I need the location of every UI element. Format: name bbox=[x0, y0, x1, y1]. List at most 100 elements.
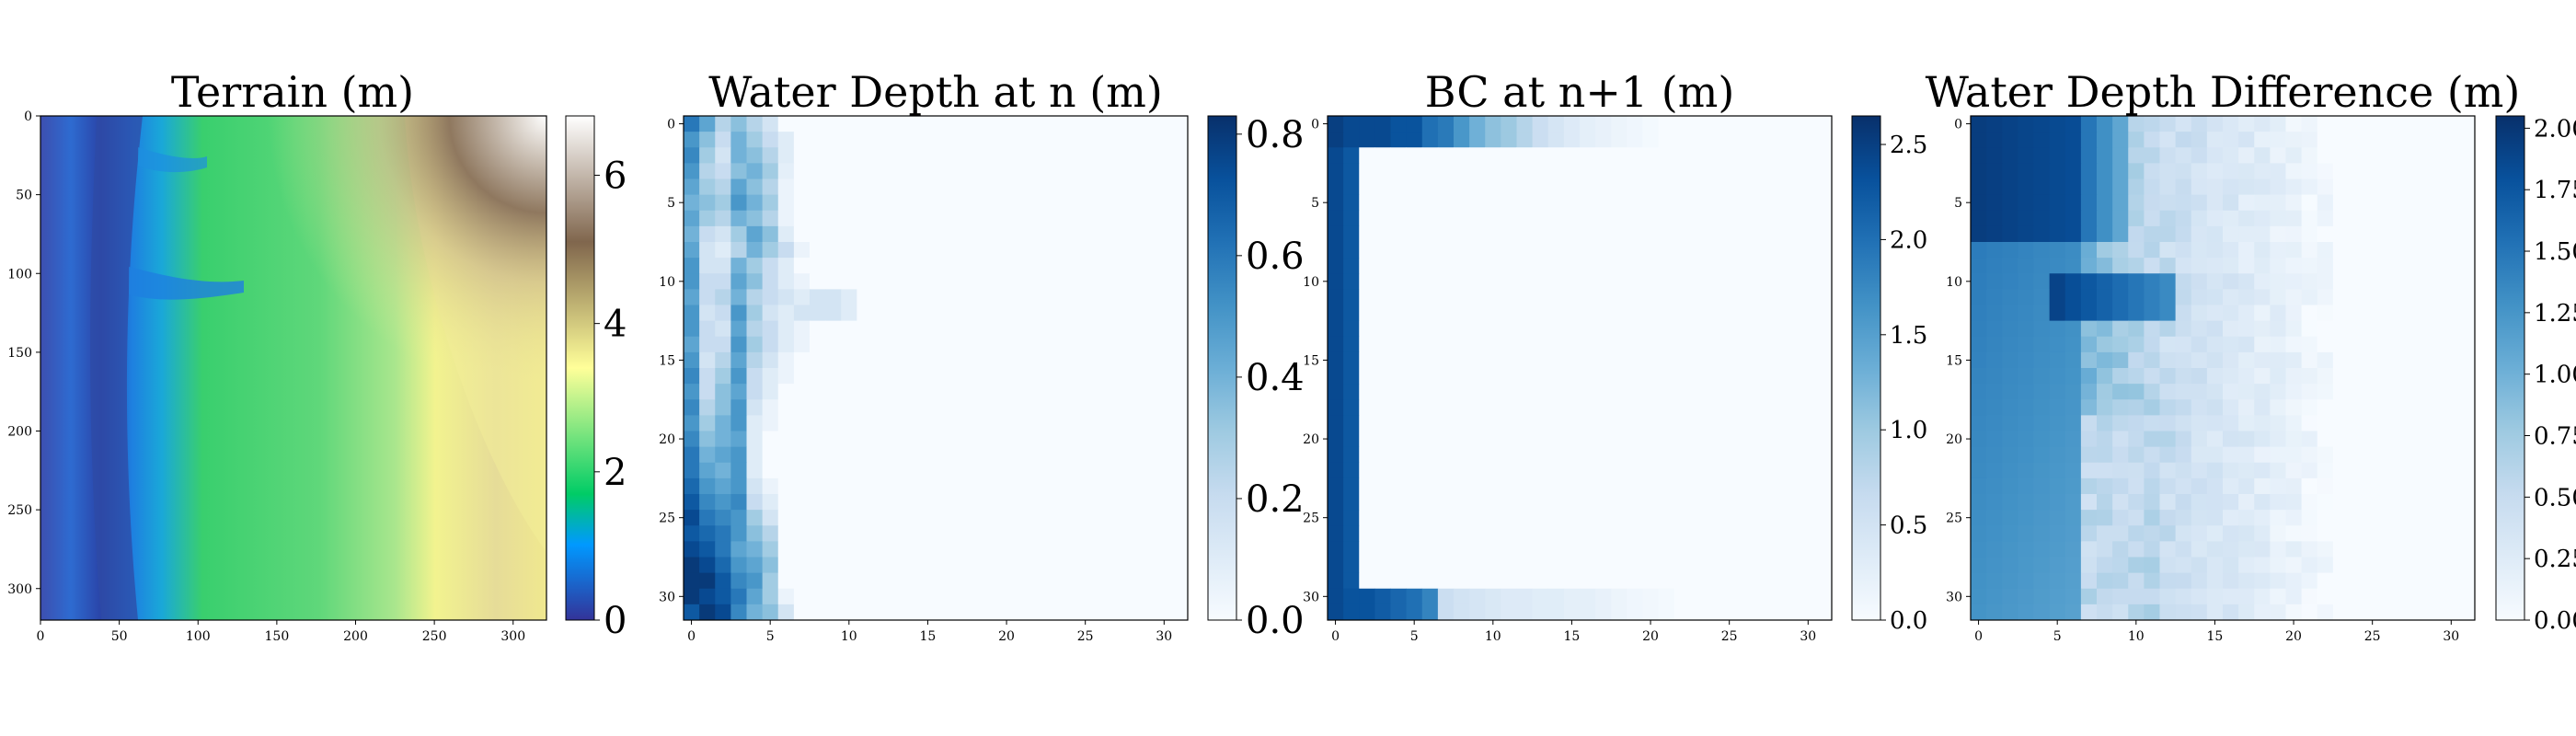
bc-cell bbox=[1768, 289, 1786, 305]
depth-cell bbox=[1062, 510, 1078, 526]
bc-cell bbox=[1454, 415, 1470, 431]
bc-cell bbox=[1406, 431, 1423, 448]
bc-cell bbox=[1737, 510, 1754, 526]
depth-cell bbox=[1077, 399, 1094, 416]
diff-cell bbox=[2396, 194, 2412, 212]
bc-cell bbox=[1469, 588, 1486, 605]
depth-cell bbox=[936, 242, 952, 259]
depth-cell bbox=[684, 572, 700, 590]
diff-cell bbox=[2301, 557, 2318, 574]
depth-cell bbox=[1093, 242, 1110, 259]
bc-cell bbox=[1406, 477, 1423, 495]
depth-cell bbox=[715, 462, 731, 479]
diff-cell bbox=[2427, 604, 2444, 621]
depth-cell bbox=[825, 163, 842, 179]
depth-cell bbox=[936, 368, 952, 385]
depth-cell bbox=[888, 242, 905, 259]
bc-cell bbox=[1374, 588, 1391, 605]
bc-cell bbox=[1580, 557, 1596, 574]
bc-cell bbox=[1516, 116, 1534, 132]
depth-cell bbox=[1077, 305, 1094, 322]
bc-cell bbox=[1328, 557, 1344, 574]
depth-cell bbox=[983, 510, 999, 526]
diff-cell bbox=[2206, 178, 2224, 196]
depth-cell bbox=[1140, 588, 1157, 605]
depth-cell bbox=[919, 415, 937, 431]
depth-cell bbox=[730, 588, 747, 605]
diff-cell bbox=[2349, 305, 2365, 322]
bc-cell bbox=[1421, 588, 1439, 605]
bc-cell bbox=[1469, 415, 1486, 431]
depth-cell bbox=[919, 242, 937, 259]
depth-cell bbox=[810, 132, 826, 148]
depth-cell bbox=[1109, 525, 1125, 542]
diff-cell bbox=[2458, 116, 2476, 132]
depth-cell bbox=[1077, 541, 1094, 558]
diff-cell bbox=[2206, 557, 2224, 574]
diff-cell bbox=[2301, 147, 2318, 164]
diff-cell bbox=[2349, 132, 2365, 148]
depth-cell bbox=[1171, 258, 1189, 274]
bc-cell bbox=[1595, 477, 1612, 495]
diff-cell bbox=[2206, 399, 2224, 416]
depth-cell bbox=[1093, 557, 1110, 574]
bc-cell bbox=[1547, 178, 1565, 196]
diff-cell bbox=[2002, 194, 2018, 212]
diff-cell bbox=[2159, 541, 2177, 558]
diff-cell bbox=[2332, 147, 2350, 164]
diff-cell bbox=[2097, 477, 2113, 495]
bc-cell bbox=[1374, 572, 1391, 590]
depth-cell bbox=[1062, 431, 1078, 448]
bc-cell bbox=[1768, 336, 1786, 353]
diff-cell bbox=[2159, 477, 2177, 495]
depth-cell bbox=[699, 572, 716, 590]
depth-cell bbox=[810, 210, 826, 227]
bc-cell bbox=[1516, 431, 1534, 448]
diff-cell bbox=[2396, 116, 2412, 132]
diff-cell bbox=[2033, 178, 2051, 196]
diff-cell bbox=[2159, 351, 2177, 369]
diff-cell bbox=[2364, 258, 2381, 274]
depth-cell bbox=[857, 446, 873, 464]
diff-cell bbox=[2427, 225, 2444, 243]
diff-cell bbox=[2112, 147, 2129, 164]
depth-cell bbox=[919, 604, 937, 621]
depth-cell bbox=[715, 163, 731, 179]
bc-cell bbox=[1563, 368, 1581, 385]
bc-cell bbox=[1815, 273, 1833, 290]
depth-cell bbox=[793, 163, 811, 179]
bc-cell bbox=[1421, 242, 1439, 259]
diff-cell bbox=[2002, 351, 2018, 369]
diff-cell bbox=[2254, 525, 2271, 542]
depth-cell bbox=[857, 541, 873, 558]
bc-cell bbox=[1547, 194, 1565, 212]
depth-cell bbox=[1029, 588, 1047, 605]
bc-cell bbox=[1437, 477, 1455, 495]
bc-cell bbox=[1706, 384, 1722, 400]
bc-cell bbox=[1437, 147, 1455, 164]
diff-cell bbox=[2018, 477, 2034, 495]
diff-cell bbox=[2396, 147, 2412, 164]
diff-cell bbox=[2396, 242, 2412, 259]
depth-xtick-label: 20 bbox=[998, 629, 1015, 644]
depth-cell bbox=[1014, 494, 1031, 511]
diff-cell bbox=[1971, 320, 1987, 338]
depth-cell bbox=[951, 132, 968, 148]
bc-cell bbox=[1343, 494, 1360, 511]
diff-cell bbox=[2380, 273, 2397, 290]
depth-cell bbox=[699, 132, 716, 148]
depth-cell bbox=[1093, 320, 1110, 338]
depth-cell bbox=[699, 258, 716, 274]
diff-cell bbox=[2254, 225, 2271, 243]
bc-cell bbox=[1737, 588, 1754, 605]
diff-cell bbox=[2128, 525, 2145, 542]
depth-cell bbox=[872, 557, 890, 574]
bc-cell bbox=[1753, 557, 1769, 574]
bc-cell bbox=[1815, 494, 1833, 511]
diff-cell bbox=[2144, 289, 2160, 305]
bc-cell bbox=[1532, 431, 1549, 448]
depth-cell bbox=[951, 178, 968, 196]
diff-cell bbox=[2443, 494, 2460, 511]
